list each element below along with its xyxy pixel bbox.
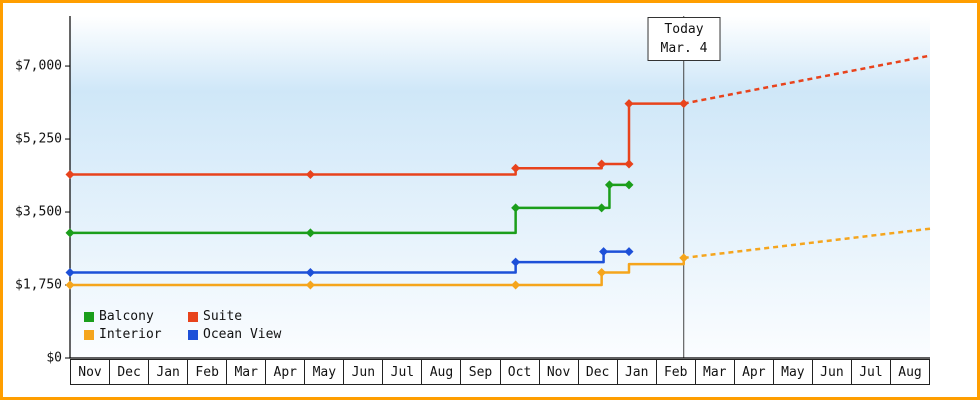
month-label: Aug [421, 360, 460, 384]
chart-legend: Balcony Suite Interior Ocean View [84, 309, 281, 342]
month-label: Jan [148, 360, 187, 384]
series-marker-ocean-view [624, 247, 634, 257]
series-marker-suite [624, 159, 634, 169]
month-label: Apr [265, 360, 304, 384]
y-tick-label: $1,750 [15, 277, 62, 293]
legend-swatch [188, 311, 198, 322]
series-marker-suite [65, 169, 75, 179]
legend-swatch [84, 329, 94, 340]
series-projection-suite [683, 54, 931, 105]
legend-item-ocean-view: Ocean View [188, 327, 281, 342]
month-label: Jun [343, 360, 382, 384]
series-marker-suite [511, 163, 521, 173]
month-label: Aug [889, 360, 929, 384]
month-label: Apr [733, 360, 773, 384]
month-label: Jan [616, 360, 656, 384]
series-marker-suite [305, 169, 315, 179]
series-marker-balcony [65, 228, 75, 238]
legend-swatch [188, 329, 198, 340]
series-marker-ocean-view [599, 247, 609, 257]
month-label: Feb [655, 360, 695, 384]
series-marker-suite [597, 159, 607, 169]
series-marker-balcony [604, 180, 614, 190]
x-axis-month-row: Nov Dec Jan Feb Mar Apr May Jun Jul Aug Sep Oct Nov D… [70, 359, 930, 385]
series-marker-interior [679, 253, 689, 263]
month-label: Mar [226, 360, 265, 384]
month-label: Oct [499, 360, 539, 384]
month-label: Mar [694, 360, 734, 384]
legend-item-suite: Suite [188, 309, 281, 324]
legend-label: Interior [99, 327, 162, 342]
series-marker-suite [624, 99, 634, 109]
month-label: Jun [811, 360, 851, 384]
today-label: Today [664, 22, 704, 37]
month-label: Dec [577, 360, 617, 384]
series-marker-interior [65, 280, 75, 290]
legend-label: Balcony [99, 309, 154, 324]
series-marker-balcony [624, 180, 634, 190]
month-label: Jul [850, 360, 890, 384]
month-label: Nov [78, 364, 102, 380]
y-tick-label: $3,500 [15, 204, 62, 220]
series-marker-suite [679, 99, 689, 109]
series-marker-ocean-view [65, 268, 75, 277]
month-label: Sep [460, 360, 499, 384]
series-marker-interior [511, 280, 521, 290]
y-tick-label: $0 [46, 350, 62, 366]
legend-item-balcony: Balcony [84, 309, 188, 324]
series-marker-balcony [511, 203, 521, 213]
plot-area [70, 16, 930, 358]
month-label: Jul [382, 360, 421, 384]
month-label: May [304, 360, 343, 384]
legend-label: Suite [203, 309, 243, 324]
legend-label: Ocean View [203, 327, 282, 342]
month-label: May [772, 360, 812, 384]
legend-swatch [84, 311, 94, 322]
series-marker-balcony [597, 203, 607, 213]
series-marker-ocean-view [511, 257, 521, 267]
today-date: Mar. 4 [660, 41, 708, 56]
month-label: Feb [187, 360, 226, 384]
y-tick-label: $7,000 [15, 58, 62, 74]
series-marker-interior [305, 280, 315, 290]
series-marker-ocean-view [305, 268, 315, 277]
series-marker-interior [597, 268, 607, 277]
y-tick-label: $5,250 [15, 131, 62, 147]
legend-item-interior: Interior [84, 327, 188, 342]
series-marker-balcony [305, 228, 315, 238]
month-label: Dec [109, 360, 148, 384]
month-label: Nov [538, 360, 578, 384]
today-annotation: Today Mar. 4 [647, 17, 721, 61]
